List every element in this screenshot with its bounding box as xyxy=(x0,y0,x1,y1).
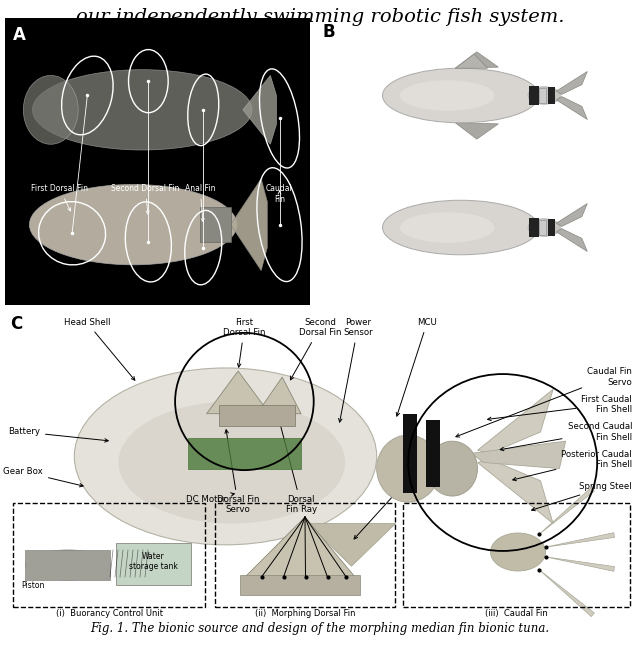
Bar xyxy=(403,414,417,493)
Ellipse shape xyxy=(26,550,111,580)
Polygon shape xyxy=(556,204,588,226)
Text: Water
storage tank: Water storage tank xyxy=(129,552,177,571)
Text: Battery: Battery xyxy=(8,428,108,442)
Polygon shape xyxy=(556,228,588,252)
Text: Fig. 1. The bionic source and design of the morphing median fin bionic tuna.: Fig. 1. The bionic source and design of … xyxy=(90,622,550,635)
Bar xyxy=(529,218,539,237)
Bar xyxy=(548,87,555,104)
Text: C: C xyxy=(10,315,22,333)
Polygon shape xyxy=(243,75,276,145)
Text: DC Motor: DC Motor xyxy=(186,493,234,504)
Text: Dorsal Fin
Servo: Dorsal Fin Servo xyxy=(217,430,259,514)
Polygon shape xyxy=(257,377,301,414)
Text: our independently swimming robotic fish system.: our independently swimming robotic fish … xyxy=(76,8,564,26)
Text: Caudal
Fin: Caudal Fin xyxy=(266,184,293,204)
Polygon shape xyxy=(455,52,499,68)
Text: Spring Steel: Spring Steel xyxy=(532,482,632,511)
Bar xyxy=(188,438,301,469)
Ellipse shape xyxy=(528,87,561,104)
Text: (ii)  Morphing Dorsal Fin: (ii) Morphing Dorsal Fin xyxy=(255,609,355,618)
Bar xyxy=(25,550,110,580)
Bar xyxy=(5,18,310,305)
Polygon shape xyxy=(556,71,588,95)
Ellipse shape xyxy=(118,402,345,523)
Bar xyxy=(539,220,545,234)
Ellipse shape xyxy=(427,441,477,496)
Bar xyxy=(403,503,630,607)
Ellipse shape xyxy=(377,435,440,502)
Bar xyxy=(426,420,440,487)
Text: Second Caudal
Fin Shell: Second Caudal Fin Shell xyxy=(500,422,632,451)
Text: B: B xyxy=(323,23,335,41)
Polygon shape xyxy=(245,517,355,577)
Text: Anal Fin: Anal Fin xyxy=(185,184,216,222)
Text: Caudal Fin
Servo: Caudal Fin Servo xyxy=(456,368,632,437)
Bar xyxy=(529,86,539,105)
Ellipse shape xyxy=(400,212,494,243)
Polygon shape xyxy=(207,371,269,414)
Ellipse shape xyxy=(528,219,561,236)
Bar xyxy=(240,575,360,595)
Polygon shape xyxy=(540,488,595,534)
Text: Second
Dorsal Fin: Second Dorsal Fin xyxy=(291,318,341,380)
Bar xyxy=(215,503,395,607)
Polygon shape xyxy=(455,123,499,139)
Ellipse shape xyxy=(383,68,539,123)
Polygon shape xyxy=(545,557,614,571)
Text: A: A xyxy=(13,26,26,44)
Text: Gear Box: Gear Box xyxy=(3,467,83,487)
Text: (iii)  Caudal Fin: (iii) Caudal Fin xyxy=(485,609,548,618)
Text: MCU: MCU xyxy=(396,318,437,416)
Ellipse shape xyxy=(383,200,539,255)
Text: Second Dorsal Fin: Second Dorsal Fin xyxy=(111,184,179,214)
Text: (i)  Buorancy Control Unit: (i) Buorancy Control Unit xyxy=(56,609,163,618)
Bar xyxy=(539,89,545,103)
Bar xyxy=(219,404,295,426)
Polygon shape xyxy=(556,97,588,119)
Bar xyxy=(548,219,555,236)
Ellipse shape xyxy=(23,75,78,145)
Ellipse shape xyxy=(74,368,377,545)
Ellipse shape xyxy=(33,70,252,150)
Bar xyxy=(116,543,191,585)
Polygon shape xyxy=(455,54,488,68)
Polygon shape xyxy=(307,523,396,566)
Polygon shape xyxy=(545,533,614,547)
Polygon shape xyxy=(230,178,268,270)
Text: Dorsal
Fin Ray: Dorsal Fin Ray xyxy=(276,412,317,514)
Text: Piston: Piston xyxy=(21,581,45,590)
Polygon shape xyxy=(540,570,595,617)
Polygon shape xyxy=(477,390,553,454)
Ellipse shape xyxy=(29,184,237,265)
Text: First Caudal
Fin Shell: First Caudal Fin Shell xyxy=(488,395,632,421)
Text: Head Shell: Head Shell xyxy=(63,318,135,380)
Text: Posterior Caudal
Fin Shell: Posterior Caudal Fin Shell xyxy=(513,450,632,481)
Bar xyxy=(13,503,205,607)
Text: Anal Fin: Anal Fin xyxy=(354,470,429,539)
Polygon shape xyxy=(477,460,553,523)
Text: First
Dorsal Fin: First Dorsal Fin xyxy=(223,318,266,367)
Text: Power
Sensor: Power Sensor xyxy=(339,318,372,422)
Ellipse shape xyxy=(490,533,545,571)
Ellipse shape xyxy=(400,80,494,111)
Polygon shape xyxy=(471,441,566,469)
Bar xyxy=(200,207,230,242)
Text: First Dorsal Fin: First Dorsal Fin xyxy=(31,184,88,211)
